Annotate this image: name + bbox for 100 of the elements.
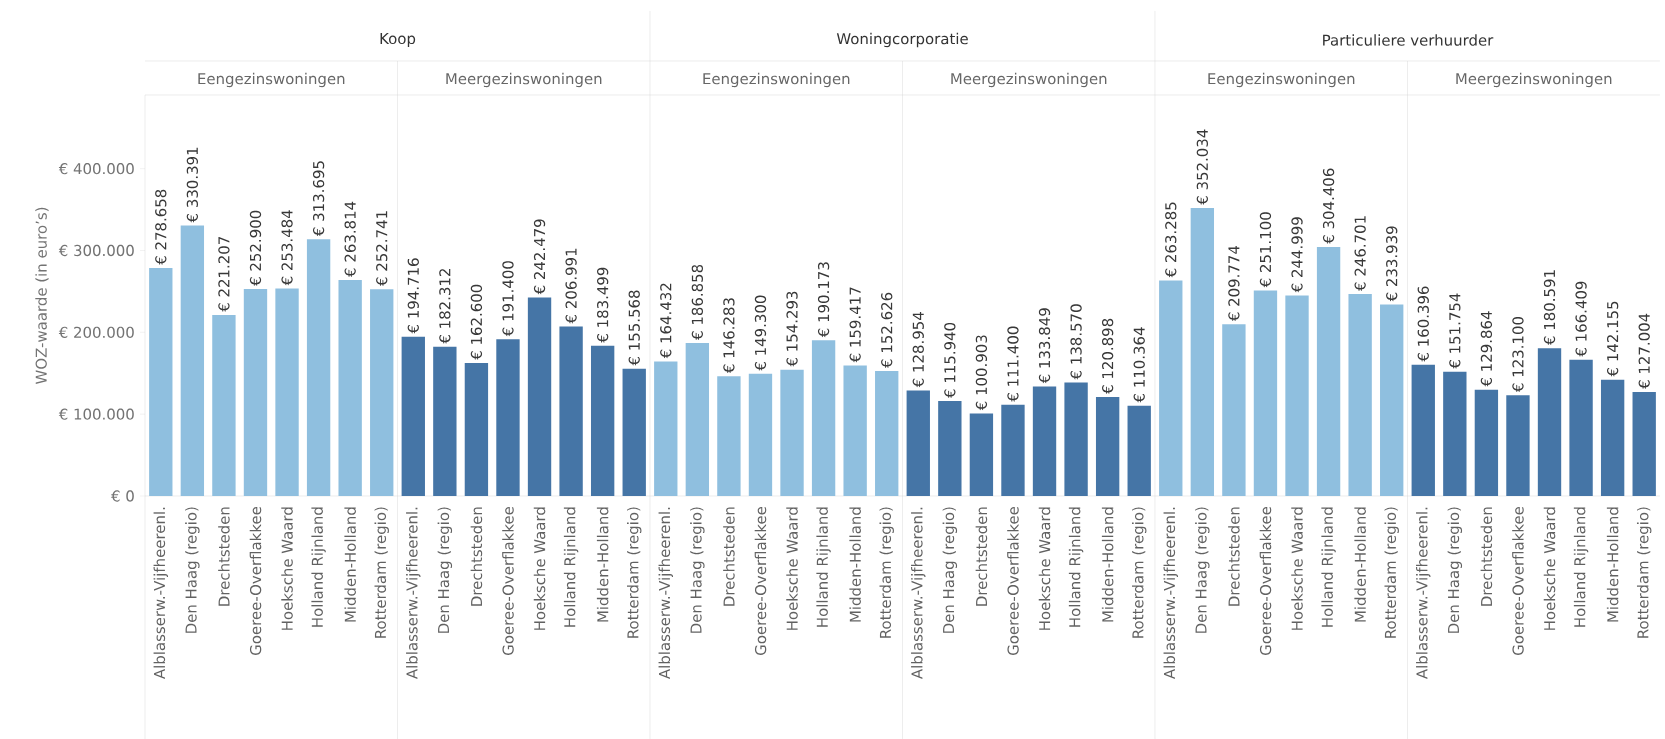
bar [1506, 395, 1530, 496]
y-tick-label: € 100.000 [58, 408, 134, 420]
data-label: € 304.406 [1322, 168, 1335, 244]
data-label: € 110.364 [1133, 327, 1145, 403]
data-label: € 278.658 [155, 189, 167, 265]
bar [338, 280, 362, 496]
bar [1064, 382, 1088, 496]
x-tick-label: Drechtsteden [1480, 507, 1493, 606]
x-tick-label: Goeree-Overflakkee [1512, 506, 1524, 655]
text: Meergezinswoningen [1456, 72, 1612, 88]
data-label: € 352.034 [1196, 129, 1208, 205]
bar [149, 267, 173, 496]
x-tick-label: Den Haag (regio) [437, 507, 453, 633]
text: Eengezinswoningen [703, 72, 850, 88]
text: Koop [380, 32, 416, 47]
data-label: € 191.400 [502, 261, 514, 337]
data-label: € 100.903 [975, 335, 988, 411]
x-tick-label: Hoeksche Waard [533, 507, 546, 630]
data-label: € 127.004 [1638, 313, 1650, 389]
data-label: € 209.774 [1228, 245, 1240, 322]
bar [212, 314, 236, 496]
data-label: € 166.409 [1575, 281, 1587, 357]
bar [464, 362, 489, 496]
bar [685, 342, 710, 496]
bar [1411, 364, 1435, 496]
data-label: € 128.954 [912, 311, 924, 388]
data-label: € 160.396 [1417, 286, 1429, 362]
x-tick-label: Alblasserw.-Vijfheerenl. [153, 507, 169, 679]
data-label: € 162.600 [470, 284, 483, 360]
data-label: € 142.155 [1606, 301, 1619, 377]
data-label: € 233.939 [1386, 226, 1398, 302]
bar [1474, 389, 1499, 496]
x-tick-label: Alblasserw.-Vijfheerenl. [406, 507, 421, 679]
bar [1127, 405, 1151, 496]
text: Meergezinswoningen [446, 72, 602, 88]
data-label: € 263.814 [344, 201, 356, 277]
data-label: € 152.626 [881, 292, 893, 368]
bar [370, 289, 394, 496]
data-label: € 159.417 [849, 287, 861, 363]
x-tick-label: Drechtsteden [470, 507, 483, 606]
text: Woningcorporatie [836, 32, 968, 48]
x-tick-label: Rotterdam (regio) [627, 507, 642, 638]
x-tick-label: Alblasserw.-Vijfheerenl. [1416, 507, 1431, 679]
x-tick-label: Hoeksche Waard [786, 507, 798, 630]
data-label: € 253.484 [281, 210, 293, 286]
bar [527, 297, 552, 496]
bar [1159, 280, 1183, 496]
y-tick-label: € 200.000 [58, 326, 134, 338]
bar [938, 401, 962, 496]
bar [243, 288, 268, 496]
bar [1600, 379, 1625, 496]
x-tick-label: Den Haag (regio) [942, 507, 958, 633]
x-tick-label: Drechtsteden [723, 507, 735, 606]
bar [654, 361, 678, 496]
data-label: € 115.940 [944, 322, 956, 398]
x-tick-label: Goeree-Overflakkee [502, 506, 514, 655]
x-tick-label: Goeree-Overflakkee [1007, 506, 1019, 655]
x-tick-label: Alblasserw.-Vijfheerenl. [658, 507, 674, 679]
data-label: € 330.391 [186, 147, 199, 223]
bar [1095, 396, 1120, 496]
bar [1190, 207, 1215, 496]
x-tick-label: Midden-Holland [1101, 507, 1114, 622]
x-tick-label: Goeree-Overflakkee [249, 506, 262, 655]
bar [1032, 386, 1057, 496]
bar [433, 346, 457, 496]
x-tick-label: Rotterdam (regio) [1636, 507, 1652, 638]
data-label: € 129.864 [1480, 311, 1493, 387]
bar [1632, 391, 1656, 496]
x-tick-label: Midden-Holland [1606, 507, 1619, 622]
bar [401, 336, 425, 496]
x-tick-label: Holland Rijnland [563, 507, 579, 627]
x-tick-label: Goeree-Overflakkee [1259, 506, 1272, 655]
bar [622, 368, 646, 496]
data-label: € 180.591 [1543, 270, 1556, 345]
x-tick-label: Midden-Holland [849, 507, 861, 622]
x-tick-label: Hoeksche Waard [281, 507, 293, 630]
bar [1537, 348, 1562, 496]
x-tick-label: Den Haag (regio) [185, 507, 200, 633]
bar [875, 371, 899, 496]
data-label: € 154.293 [786, 291, 798, 367]
x-tick-label: Rotterdam (regio) [1131, 507, 1147, 638]
bar [811, 340, 836, 496]
bar [306, 239, 331, 496]
x-tick-label: Rotterdam (regio) [879, 507, 894, 638]
x-tick-label: Hoeksche Waard [1038, 507, 1051, 630]
x-tick-label: Alblasserw.-Vijfheerenl. [911, 507, 926, 679]
x-tick-label: Drechtsteden [1228, 507, 1240, 606]
x-tick-label: Midden-Holland [1354, 507, 1366, 622]
x-tick-label: Midden-Holland [596, 507, 609, 622]
text: Meergezinswoningen [951, 72, 1107, 88]
bar [1380, 304, 1404, 496]
data-label: € 120.898 [1101, 318, 1114, 394]
data-label: € 252.741 [376, 211, 388, 286]
data-label: € 111.400 [1007, 326, 1019, 402]
bar [275, 288, 299, 496]
x-tick-label: Drechtsteden [218, 507, 230, 606]
data-label: € 149.300 [754, 295, 767, 371]
bar [1443, 371, 1467, 496]
bar [590, 345, 615, 496]
data-label: € 246.701 [1354, 216, 1366, 291]
